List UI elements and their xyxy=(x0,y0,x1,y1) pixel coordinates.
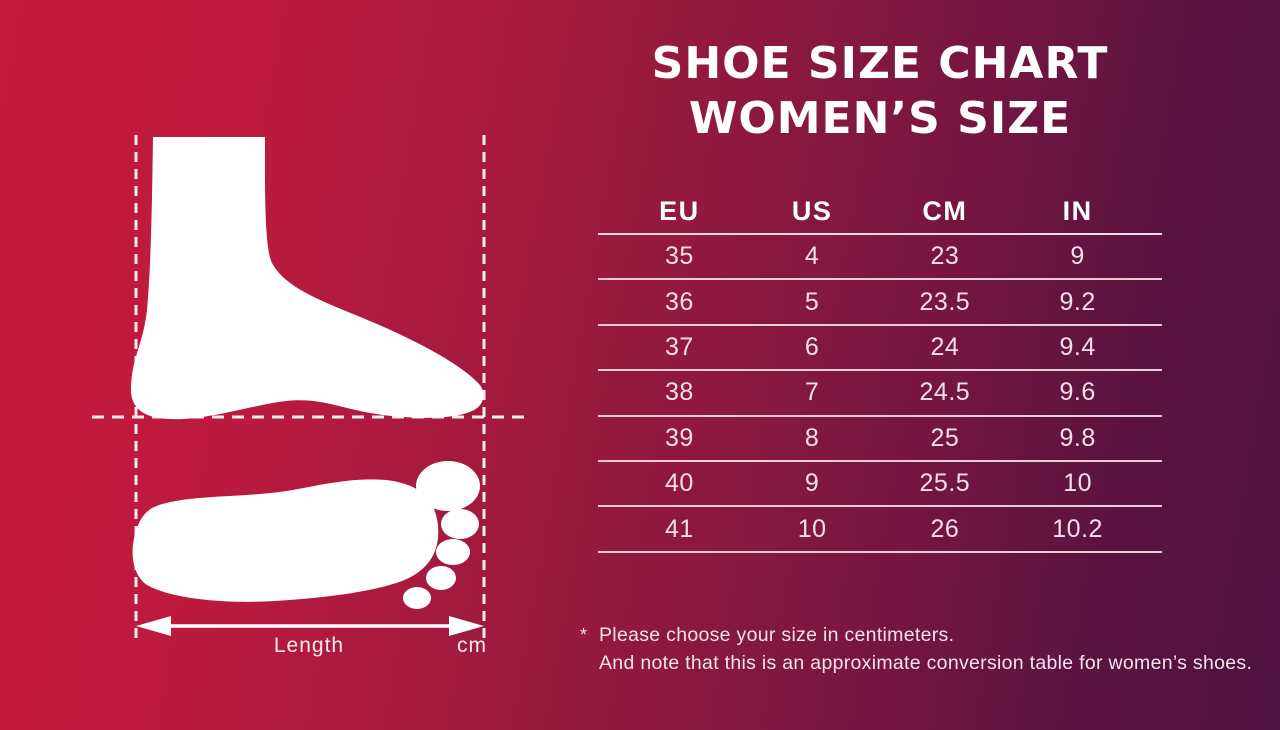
table-cell: 26 xyxy=(930,514,960,543)
second-toe-shape xyxy=(441,509,479,539)
table-cell: 9.4 xyxy=(1059,332,1096,361)
page-title-block: SHOE SIZE CHART WOMEN’S SIZE xyxy=(565,36,1195,146)
length-label: Length xyxy=(273,634,345,657)
size-table: EU US CM IN 35 4 23 9 36 5 23.5 9.2 37 6… xyxy=(598,190,1162,553)
table-header-row: EU US CM IN xyxy=(598,190,1162,235)
unit-label: cm xyxy=(457,634,487,657)
table-cell: 35 xyxy=(664,242,694,271)
table-cell: 9.8 xyxy=(1059,423,1096,452)
table-cell: 9 xyxy=(804,469,820,498)
footnote: * Please choose your size in centimeters… xyxy=(580,622,1270,677)
table-cell: 6 xyxy=(804,332,820,361)
table-cell: 24.5 xyxy=(919,378,971,407)
column-header-cm: CM xyxy=(922,196,968,226)
footnote-line-1: Please choose your size in centimeters. xyxy=(599,624,955,646)
foot-sole-illustration xyxy=(132,479,439,602)
big-toe-shape xyxy=(416,461,480,511)
foot-side-illustration xyxy=(130,137,484,420)
footnote-text: Please choose your size in centimeters. … xyxy=(599,622,1252,677)
table-cell: 23 xyxy=(930,242,960,271)
table-cell: 5 xyxy=(804,287,820,316)
table-cell: 40 xyxy=(664,469,694,498)
third-toe-shape xyxy=(436,539,470,565)
table-cell: 9 xyxy=(1070,242,1085,271)
table-cell: 7 xyxy=(804,378,820,407)
table-row: 41 10 26 10.2 xyxy=(598,507,1162,553)
pinky-toe-shape xyxy=(403,587,431,609)
table-cell: 38 xyxy=(664,378,694,407)
table-cell: 37 xyxy=(664,332,694,361)
table-cell: 25.5 xyxy=(919,469,971,498)
column-header-in: IN xyxy=(1062,196,1093,226)
table-cell: 36 xyxy=(664,287,694,316)
table-cell: 10.2 xyxy=(1052,514,1103,543)
table-row: 35 4 23 9 xyxy=(598,235,1162,281)
table-cell: 39 xyxy=(664,423,694,452)
column-header-us: US xyxy=(791,196,833,226)
table-cell: 4 xyxy=(804,242,820,271)
table-cell: 9.6 xyxy=(1059,378,1096,407)
table-cell: 9.2 xyxy=(1059,287,1096,316)
foot-measurement-diagram xyxy=(92,135,525,638)
page-title: SHOE SIZE CHART xyxy=(651,38,1109,89)
length-arrow xyxy=(136,616,484,636)
table-row: 37 6 24 9.4 xyxy=(598,326,1162,372)
table-cell: 25 xyxy=(930,423,960,452)
table-cell: 10 xyxy=(797,514,827,543)
table-cell: 24 xyxy=(930,332,960,361)
table-row: 39 8 25 9.8 xyxy=(598,417,1162,462)
fourth-toe-shape xyxy=(426,566,456,590)
column-header-eu: EU xyxy=(659,196,700,226)
page-subtitle: WOMEN’S SIZE xyxy=(688,93,1072,144)
footnote-marker: * xyxy=(580,625,588,645)
table-row: 40 9 25.5 10 xyxy=(598,462,1162,508)
table-row: 38 7 24.5 9.6 xyxy=(598,371,1162,417)
footnote-line-2: And note that this is an approximate con… xyxy=(599,651,1253,674)
table-cell: 8 xyxy=(804,423,820,452)
table-cell: 41 xyxy=(664,514,694,543)
table-row: 36 5 23.5 9.2 xyxy=(598,280,1162,326)
table-cell: 23.5 xyxy=(919,287,971,316)
table-cell: 10 xyxy=(1063,469,1093,498)
